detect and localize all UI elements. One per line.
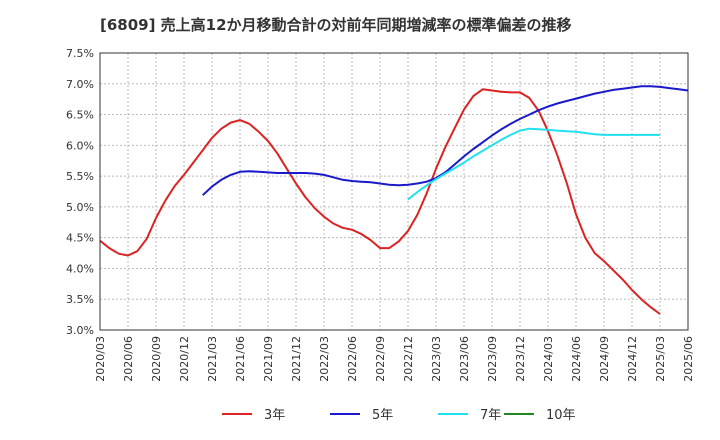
x-tick-label: 2024/12: [626, 336, 639, 382]
x-tick-label: 2023/03: [430, 336, 443, 382]
plot-frame: [99, 52, 689, 331]
x-tick-label: 2020/12: [178, 336, 191, 382]
x-tick-label: 2022/03: [318, 336, 331, 382]
x-tick-label: 2021/06: [234, 336, 247, 382]
x-tick-label: 2020/06: [122, 336, 135, 382]
series-line: [202, 85, 689, 196]
series-lines: [99, 85, 689, 315]
y-tick-label: 4.5%: [66, 232, 94, 245]
x-tick-label: 2020/09: [150, 336, 163, 382]
grid: [99, 52, 689, 331]
y-tick-label: 4.0%: [66, 262, 94, 275]
y-tick-label: 6.5%: [66, 109, 94, 122]
chart-title: [6809] 売上高12か月移動合計の対前年同期増減率の標準偏差の推移: [100, 16, 572, 34]
x-axis-ticks: 2020/03 2020/06 2020/09 2020/12 2021/03 2021/…: [94, 336, 695, 382]
x-tick-label: 2022/06: [346, 336, 359, 382]
y-tick-label: 7.5%: [66, 47, 94, 60]
legend: 3年 5年 7年 10年: [222, 408, 576, 423]
x-tick-label: 2024/09: [598, 336, 611, 382]
x-tick-label: 2021/03: [206, 336, 219, 382]
series-line: [99, 88, 661, 315]
y-tick-label: 7.0%: [66, 78, 94, 91]
y-tick-label: 5.0%: [66, 201, 94, 214]
legend-label: 3年: [264, 408, 285, 423]
y-tick-label: 6.0%: [66, 139, 94, 152]
x-tick-label: 2023/06: [458, 336, 471, 382]
series-line: [407, 127, 660, 201]
x-tick-label: 2025/06: [682, 336, 695, 382]
y-tick-label: 5.5%: [66, 170, 94, 183]
x-tick-label: 2021/09: [262, 336, 275, 382]
y-tick-label: 3.5%: [66, 293, 94, 306]
x-tick-label: 2021/12: [290, 336, 303, 382]
x-tick-label: 2022/09: [374, 336, 387, 382]
x-tick-label: 2024/06: [570, 336, 583, 382]
x-tick-label: 2025/03: [654, 336, 667, 382]
x-tick-label: 2023/12: [514, 336, 527, 382]
legend-label: 10年: [546, 408, 576, 423]
legend-label: 5年: [372, 408, 393, 423]
legend-label: 7年: [480, 408, 501, 423]
x-tick-label: 2023/09: [486, 336, 499, 382]
y-axis-ticks: 3.0% 3.5% 4.0% 4.5% 5.0% 5.5% 6.0% 6.5% 7.0% 7.5%: [66, 47, 94, 337]
x-tick-label: 2022/12: [402, 336, 415, 382]
y-tick-label: 3.0%: [66, 324, 94, 337]
x-tick-label: 2024/03: [542, 336, 555, 382]
x-tick-label: 2020/03: [94, 336, 107, 382]
